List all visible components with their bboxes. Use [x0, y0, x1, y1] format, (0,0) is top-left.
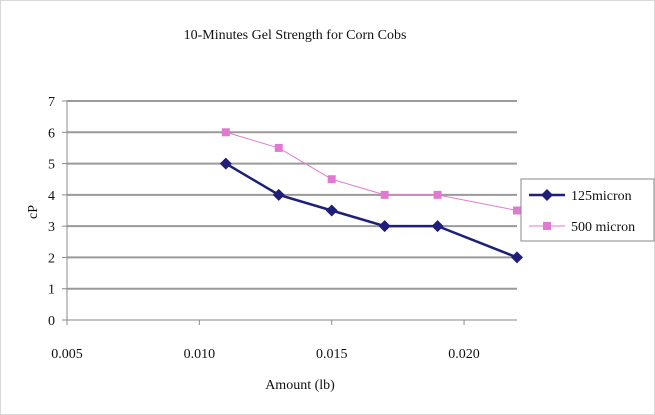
x-tick-label-2: 0.015 — [316, 347, 348, 362]
y-tick-label-4: 4 — [48, 189, 55, 204]
y-tick-label-2: 2 — [48, 251, 55, 266]
series-0-point-3 — [378, 220, 391, 233]
series-line-0 — [225, 162, 518, 259]
series-1-point-2 — [327, 175, 336, 184]
series-0-point-4 — [431, 220, 444, 233]
legend-items: 125micron 500 micron — [529, 189, 635, 235]
series-1-point-0 — [221, 128, 230, 137]
axis-ticks: 0 1 2 3 4 5 6 7 0.005 0.010 0.015 0.020 — [48, 95, 480, 362]
series-0-point-0 — [219, 157, 232, 170]
x-tick-label-1: 0.010 — [184, 347, 216, 362]
y-tick-label-6: 6 — [48, 126, 55, 141]
x-tick-label-0: 0.005 — [51, 347, 83, 362]
legend-marker-0 — [541, 189, 553, 201]
legend-label-0: 125micron — [571, 189, 632, 204]
series-0-point-5 — [511, 251, 523, 264]
y-tick-label-3: 3 — [48, 220, 55, 235]
y-tick-label-7: 7 — [48, 95, 55, 110]
y-tick-label-5: 5 — [48, 158, 55, 173]
series-0-point-2 — [325, 204, 338, 217]
series-1-point-1 — [274, 143, 283, 152]
series-0-point-1 — [272, 188, 285, 201]
legend-label-1: 500 micron — [571, 220, 635, 235]
chart-title: 10-Minutes Gel Strength for Corn Cobs — [184, 28, 407, 43]
legend-marker-1 — [543, 222, 551, 230]
gridlines — [67, 100, 517, 290]
series-1-point-4 — [433, 190, 442, 199]
x-tick-label-3: 0.020 — [448, 347, 480, 362]
x-axis-label: Amount (lb) — [265, 378, 335, 393]
legend: 125micron 500 micron — [520, 178, 655, 242]
legend-box — [520, 178, 655, 242]
series-line-1 — [225, 131, 518, 211]
series-1-point-3 — [380, 190, 389, 199]
y-tick-label-1: 1 — [48, 283, 55, 298]
series-layer — [219, 128, 523, 264]
y-axis-label: cP — [26, 205, 41, 219]
series-1-point-5 — [513, 206, 521, 215]
y-tick-label-0: 0 — [48, 314, 55, 329]
